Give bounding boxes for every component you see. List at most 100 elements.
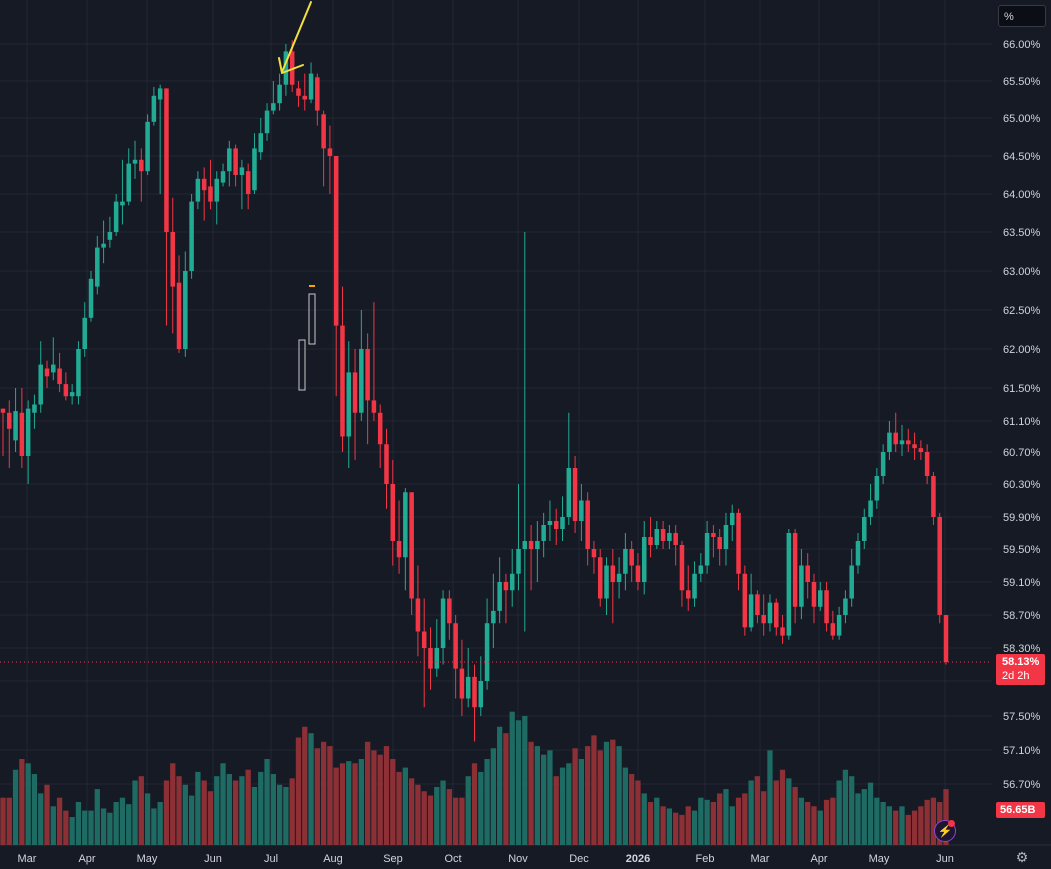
- volume-bar: [541, 754, 547, 845]
- candle: [7, 400, 12, 468]
- candle: [82, 302, 87, 357]
- unit-selector[interactable]: %: [998, 5, 1046, 27]
- candle-body: [95, 247, 100, 287]
- candle: [277, 73, 282, 111]
- candle: [635, 553, 641, 591]
- candle: [497, 557, 502, 624]
- candle-body: [428, 648, 433, 669]
- volume-bar: [685, 806, 691, 845]
- candle: [887, 421, 892, 460]
- volume-bar: [339, 763, 346, 845]
- candle-body: [685, 590, 691, 599]
- price-axis-tick: 59.90%: [1003, 512, 1041, 524]
- candle-body: [126, 163, 131, 202]
- volume-bar: [182, 784, 188, 845]
- candle: [704, 521, 710, 574]
- candle: [201, 167, 207, 221]
- candle-body: [214, 178, 220, 202]
- price-axis[interactable]: 66.00% 65.50% 65.00% 64.50% 64.00% 63.50% 63.0…: [1003, 39, 1041, 791]
- volume-bar: [943, 789, 949, 845]
- volume-bar: [880, 802, 886, 845]
- volume-bar: [723, 789, 729, 845]
- candle: [415, 565, 421, 657]
- candle-body: [616, 573, 622, 582]
- candle-body: [874, 476, 880, 501]
- candle: [183, 251, 188, 357]
- candle-body: [673, 533, 678, 545]
- annotation-arrowhead[interactable]: [278, 57, 304, 74]
- time-axis[interactable]: Mar Apr May Jun Jul Aug Sep Oct Nov Dec 2026 Feb Mar…: [18, 853, 954, 865]
- candle-body: [377, 412, 383, 445]
- candle: [660, 521, 666, 549]
- volume-bar: [119, 797, 126, 845]
- price-axis-tick: 58.70%: [1003, 610, 1041, 622]
- candle: [604, 557, 609, 615]
- candle-body: [509, 573, 515, 591]
- candle: [139, 148, 144, 202]
- volume-bar: [830, 797, 836, 845]
- candle-body: [164, 88, 169, 233]
- time-axis-tick: 2026: [626, 853, 650, 865]
- volume-bar: [867, 782, 874, 845]
- candle: [126, 148, 131, 206]
- volume-bar: [251, 786, 258, 845]
- candle: [315, 73, 320, 126]
- candle: [547, 500, 553, 541]
- candle: [440, 590, 446, 665]
- candle-body: [271, 103, 276, 111]
- candle-body: [698, 565, 704, 574]
- candle-body: [233, 148, 238, 175]
- drawing-box[interactable]: [308, 293, 316, 345]
- volume-bar: [113, 802, 119, 845]
- price-axis-tick: 61.10%: [1003, 416, 1041, 428]
- volume-bar: [144, 793, 151, 845]
- annotation-arrow[interactable]: [281, 1, 312, 73]
- candle: [893, 412, 898, 452]
- volume-bar: [886, 806, 893, 845]
- candle: [761, 594, 766, 636]
- candle: [434, 619, 440, 677]
- volume-bar: [566, 763, 572, 845]
- candle-body: [736, 512, 741, 574]
- candle: [566, 412, 572, 525]
- gear-icon[interactable]: ⚙: [1015, 849, 1029, 865]
- volume-bar: [497, 726, 503, 845]
- candle: [780, 615, 785, 644]
- volume-bar: [100, 808, 107, 845]
- candle-body: [767, 602, 773, 624]
- volume-bar: [836, 780, 842, 845]
- candle: [333, 156, 339, 397]
- volume-bar: [408, 778, 415, 845]
- volume-bar: [75, 802, 82, 845]
- candle: [491, 573, 496, 648]
- drawing-box[interactable]: [298, 339, 306, 391]
- candle: [786, 529, 792, 640]
- volume-bar: [258, 771, 264, 845]
- candle: [648, 517, 653, 558]
- candle: [560, 496, 565, 541]
- candle-body: [503, 582, 509, 591]
- volume-bar: [195, 771, 201, 845]
- time-axis-tick: Mar: [751, 853, 770, 865]
- candle-body: [786, 533, 792, 636]
- candle: [535, 521, 540, 582]
- volume-bar: [415, 784, 421, 845]
- candle-body: [692, 573, 697, 599]
- volume-bar: [434, 786, 440, 845]
- candle-body: [943, 615, 949, 663]
- price-axis-tick: 60.70%: [1003, 447, 1041, 459]
- candle-body: [409, 492, 414, 599]
- candle-body: [667, 533, 672, 541]
- price-axis-tick: 64.00%: [1003, 189, 1041, 201]
- candle: [692, 561, 697, 607]
- time-axis-tick: Feb: [696, 853, 715, 865]
- candle-body: [478, 681, 484, 708]
- candle: [862, 508, 867, 549]
- candle-body: [447, 598, 452, 624]
- candle-body: [566, 468, 572, 517]
- candle-body: [717, 537, 722, 549]
- candle: [384, 428, 389, 509]
- candle-body: [623, 549, 628, 574]
- candle-body: [440, 598, 446, 648]
